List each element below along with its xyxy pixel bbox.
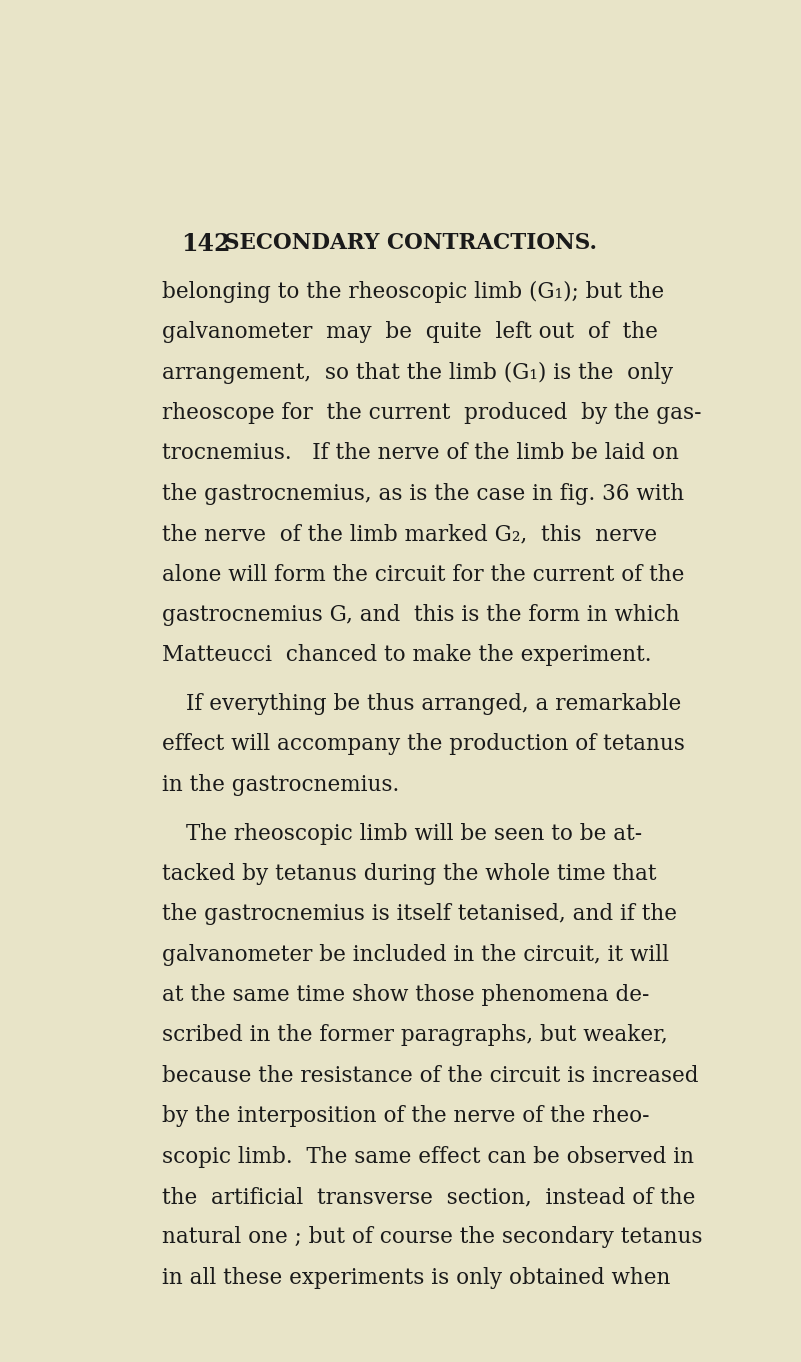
Text: effect will accompany the production of tetanus: effect will accompany the production of … [162, 733, 685, 756]
Text: Matteucci  chanced to make the experiment.: Matteucci chanced to make the experiment… [162, 644, 652, 666]
Text: the nerve  of the limb marked G₂,  this  nerve: the nerve of the limb marked G₂, this ne… [162, 523, 658, 545]
Text: tacked by tetanus during the whole time that: tacked by tetanus during the whole time … [162, 864, 657, 885]
Text: trocnemius.   If the nerve of the limb be laid on: trocnemius. If the nerve of the limb be … [162, 443, 679, 464]
Text: 142: 142 [181, 232, 231, 256]
Text: at the same time show those phenomena de-: at the same time show those phenomena de… [162, 985, 650, 1007]
Text: alone will form the circuit for the current of the: alone will form the circuit for the curr… [162, 564, 685, 586]
Text: galvanometer  may  be  quite  left out  of  the: galvanometer may be quite left out of th… [162, 321, 658, 343]
Text: because the resistance of the circuit is increased: because the resistance of the circuit is… [162, 1065, 698, 1087]
Text: galvanometer be included in the circuit, it will: galvanometer be included in the circuit,… [162, 944, 669, 966]
Text: in all these experiments is only obtained when: in all these experiments is only obtaine… [162, 1267, 670, 1288]
Text: The rheoscopic limb will be seen to be at-: The rheoscopic limb will be seen to be a… [186, 823, 642, 844]
Text: the gastrocnemius, as is the case in fig. 36 with: the gastrocnemius, as is the case in fig… [162, 482, 684, 505]
Text: scribed in the former paragraphs, but weaker,: scribed in the former paragraphs, but we… [162, 1024, 668, 1046]
Text: by the interposition of the nerve of the rheo-: by the interposition of the nerve of the… [162, 1105, 650, 1128]
Text: in the gastrocnemius.: in the gastrocnemius. [162, 774, 400, 795]
Text: the gastrocnemius is itself tetanised, and if the: the gastrocnemius is itself tetanised, a… [162, 903, 677, 925]
Text: arrangement,  so that the limb (G₁) is the  only: arrangement, so that the limb (G₁) is th… [162, 362, 674, 384]
Text: If everything be thus arranged, a remarkable: If everything be thus arranged, a remark… [186, 693, 681, 715]
Text: SECONDARY CONTRACTIONS.: SECONDARY CONTRACTIONS. [224, 232, 597, 253]
Text: natural one ; but of course the secondary tetanus: natural one ; but of course the secondar… [162, 1226, 702, 1249]
Text: the  artificial  transverse  section,  instead of the: the artificial transverse section, inste… [162, 1186, 695, 1208]
Text: scopic limb.  The same effect can be observed in: scopic limb. The same effect can be obse… [162, 1145, 694, 1167]
Text: rheoscope for  the current  produced  by the gas-: rheoscope for the current produced by th… [162, 402, 702, 424]
Text: belonging to the rheoscopic limb (G₁); but the: belonging to the rheoscopic limb (G₁); b… [162, 281, 664, 302]
Text: gastrocnemius G, and  this is the form in which: gastrocnemius G, and this is the form in… [162, 603, 680, 627]
